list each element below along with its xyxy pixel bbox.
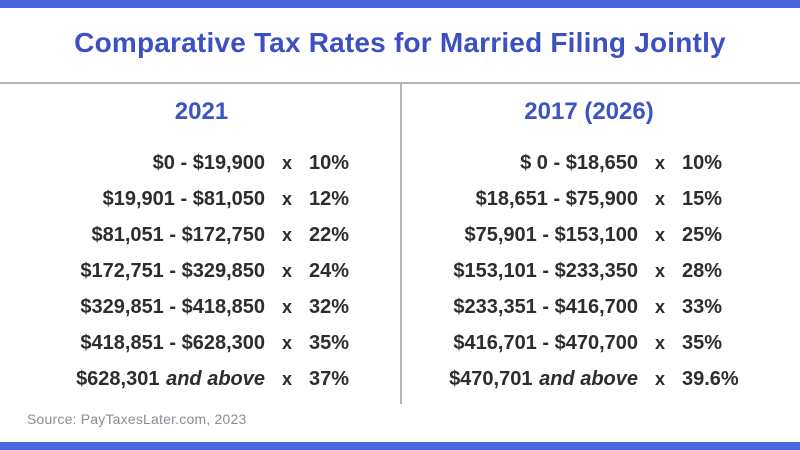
- bracket-range: $19,901 - $81,050: [8, 188, 265, 211]
- tax-bracket-row: $416,701 - $470,700 x 35%: [410, 325, 768, 361]
- multiply-symbol: x: [654, 188, 665, 209]
- multiply-symbol: x: [281, 368, 292, 389]
- multiply-symbol: x: [654, 224, 665, 245]
- bracket-range-text: $416,701 - $470,700: [453, 331, 638, 354]
- tax-bracket-row: $153,101 - $233,350 x 28%: [410, 253, 768, 289]
- column-2021: 2021 $0 - $19,900 x 10% $19,901 - $81,05…: [0, 84, 400, 404]
- bracket-range: $75,901 - $153,100: [410, 223, 639, 247]
- bracket-rate: 15%: [682, 187, 723, 210]
- multiply-symbol: x: [281, 260, 292, 281]
- multiply-symbol: x: [281, 332, 292, 353]
- tax-bracket-row: $19,901 - $81,050 x 12%: [8, 181, 395, 217]
- bracket-range: $81,051 - $172,750: [8, 223, 266, 247]
- bracket-range-text: $81,051 - $172,750: [91, 223, 266, 246]
- tax-bracket-row: $329,851 - $418,850 x 32%: [8, 289, 395, 325]
- tax-bracket-row: $75,901 - $153,100 x 25%: [410, 217, 768, 253]
- bracket-range-text: $628,301: [76, 367, 160, 390]
- tax-bracket-row: $233,351 - $416,700 x 33%: [410, 289, 768, 325]
- tax-bracket-row: $628,301 and above x 37%: [8, 361, 395, 397]
- bracket-rate: 10%: [309, 151, 350, 174]
- bracket-range: $329,851 - $418,850: [8, 296, 265, 319]
- bracket-rate: 12%: [309, 187, 350, 210]
- bracket-range-text: $233,351 - $416,700: [453, 295, 638, 318]
- tax-comparison-table: 2021 $0 - $19,900 x 10% $19,901 - $81,05…: [0, 82, 800, 404]
- bracket-range-text: $18,651 - $75,900: [475, 187, 638, 210]
- column-2017-2026-header: 2017 (2026): [524, 98, 654, 125]
- tax-bracket-row: $0 - $19,900 x 10%: [8, 145, 395, 181]
- page-title: Comparative Tax Rates for Married Filing…: [74, 27, 726, 58]
- bracket-rate: 35%: [309, 331, 350, 354]
- multiply-symbol: x: [281, 152, 292, 173]
- source-attribution: Source: PayTaxesLater.com, 2023: [27, 411, 247, 427]
- tax-bracket-row: $81,051 - $172,750 x 22%: [8, 217, 395, 253]
- bottom-accent-bar: [0, 442, 800, 450]
- tax-bracket-row: $470,701 and above x 39.6%: [410, 361, 768, 397]
- bracket-rate: 32%: [309, 295, 350, 318]
- bracket-rate: 33%: [682, 295, 723, 318]
- column-2017-2026: 2017 (2026) $ 0 - $18,650 x 10% $18,651 …: [400, 84, 800, 404]
- multiply-symbol: x: [654, 260, 665, 281]
- top-accent-bar: [0, 0, 800, 8]
- multiply-symbol: x: [281, 224, 292, 245]
- bracket-range: $18,651 - $75,900: [410, 188, 638, 211]
- multiply-symbol: x: [281, 296, 292, 317]
- tax-bracket-row: $18,651 - $75,900 x 15%: [410, 181, 768, 217]
- multiply-symbol: x: [654, 152, 665, 173]
- bracket-range-text: $153,101 - $233,350: [453, 259, 638, 282]
- bracket-rate: 28%: [682, 259, 723, 282]
- bracket-range: $470,701 and above: [410, 368, 638, 391]
- bracket-rate: 25%: [682, 223, 723, 246]
- bracket-rate: 22%: [309, 223, 350, 246]
- tax-bracket-row: $418,851 - $628,300 x 35%: [8, 325, 395, 361]
- bracket-range: $418,851 - $628,300: [8, 332, 265, 355]
- bracket-range-suffix: and above: [539, 367, 638, 390]
- bracket-range: $416,701 - $470,700: [410, 332, 638, 355]
- bracket-range: $153,101 - $233,350: [410, 260, 638, 283]
- bracket-range: $0 - $19,900: [8, 152, 265, 175]
- multiply-symbol: x: [654, 368, 665, 389]
- bracket-range-text: $0 - $19,900: [152, 151, 265, 174]
- bracket-range-suffix: and above: [166, 367, 265, 390]
- bracket-range: $172,751 - $329,850: [8, 260, 265, 283]
- column-2017-2026-rows: $ 0 - $18,650 x 10% $18,651 - $75,900 x …: [410, 145, 768, 397]
- bracket-range-text: $19,901 - $81,050: [102, 187, 265, 210]
- tax-bracket-row: $ 0 - $18,650 x 10%: [410, 145, 768, 181]
- bracket-range-text: $418,851 - $628,300: [80, 331, 265, 354]
- bracket-rate: 10%: [682, 151, 723, 174]
- bracket-rate: 35%: [682, 331, 723, 354]
- bracket-range-text: $172,751 - $329,850: [80, 259, 265, 282]
- bracket-rate: 37%: [309, 367, 350, 390]
- bracket-range: $233,351 - $416,700: [410, 296, 638, 319]
- bracket-rate: 24%: [309, 259, 350, 282]
- bracket-range-text: $75,901 - $153,100: [464, 223, 639, 246]
- bracket-range-text: $329,851 - $418,850: [80, 295, 265, 318]
- multiply-symbol: x: [654, 332, 665, 353]
- multiply-symbol: x: [654, 296, 665, 317]
- bracket-rate: 39.6%: [682, 367, 739, 390]
- multiply-symbol: x: [281, 188, 292, 209]
- bracket-range-text: $ 0 - $18,650: [520, 151, 638, 174]
- column-2021-rows: $0 - $19,900 x 10% $19,901 - $81,050 x 1…: [8, 145, 395, 397]
- bracket-range: $628,301 and above: [8, 368, 265, 391]
- column-2021-header: 2021: [174, 98, 229, 125]
- bracket-range-text: $470,701: [449, 367, 533, 390]
- tax-bracket-row: $172,751 - $329,850 x 24%: [8, 253, 395, 289]
- bracket-range: $ 0 - $18,650: [410, 152, 638, 175]
